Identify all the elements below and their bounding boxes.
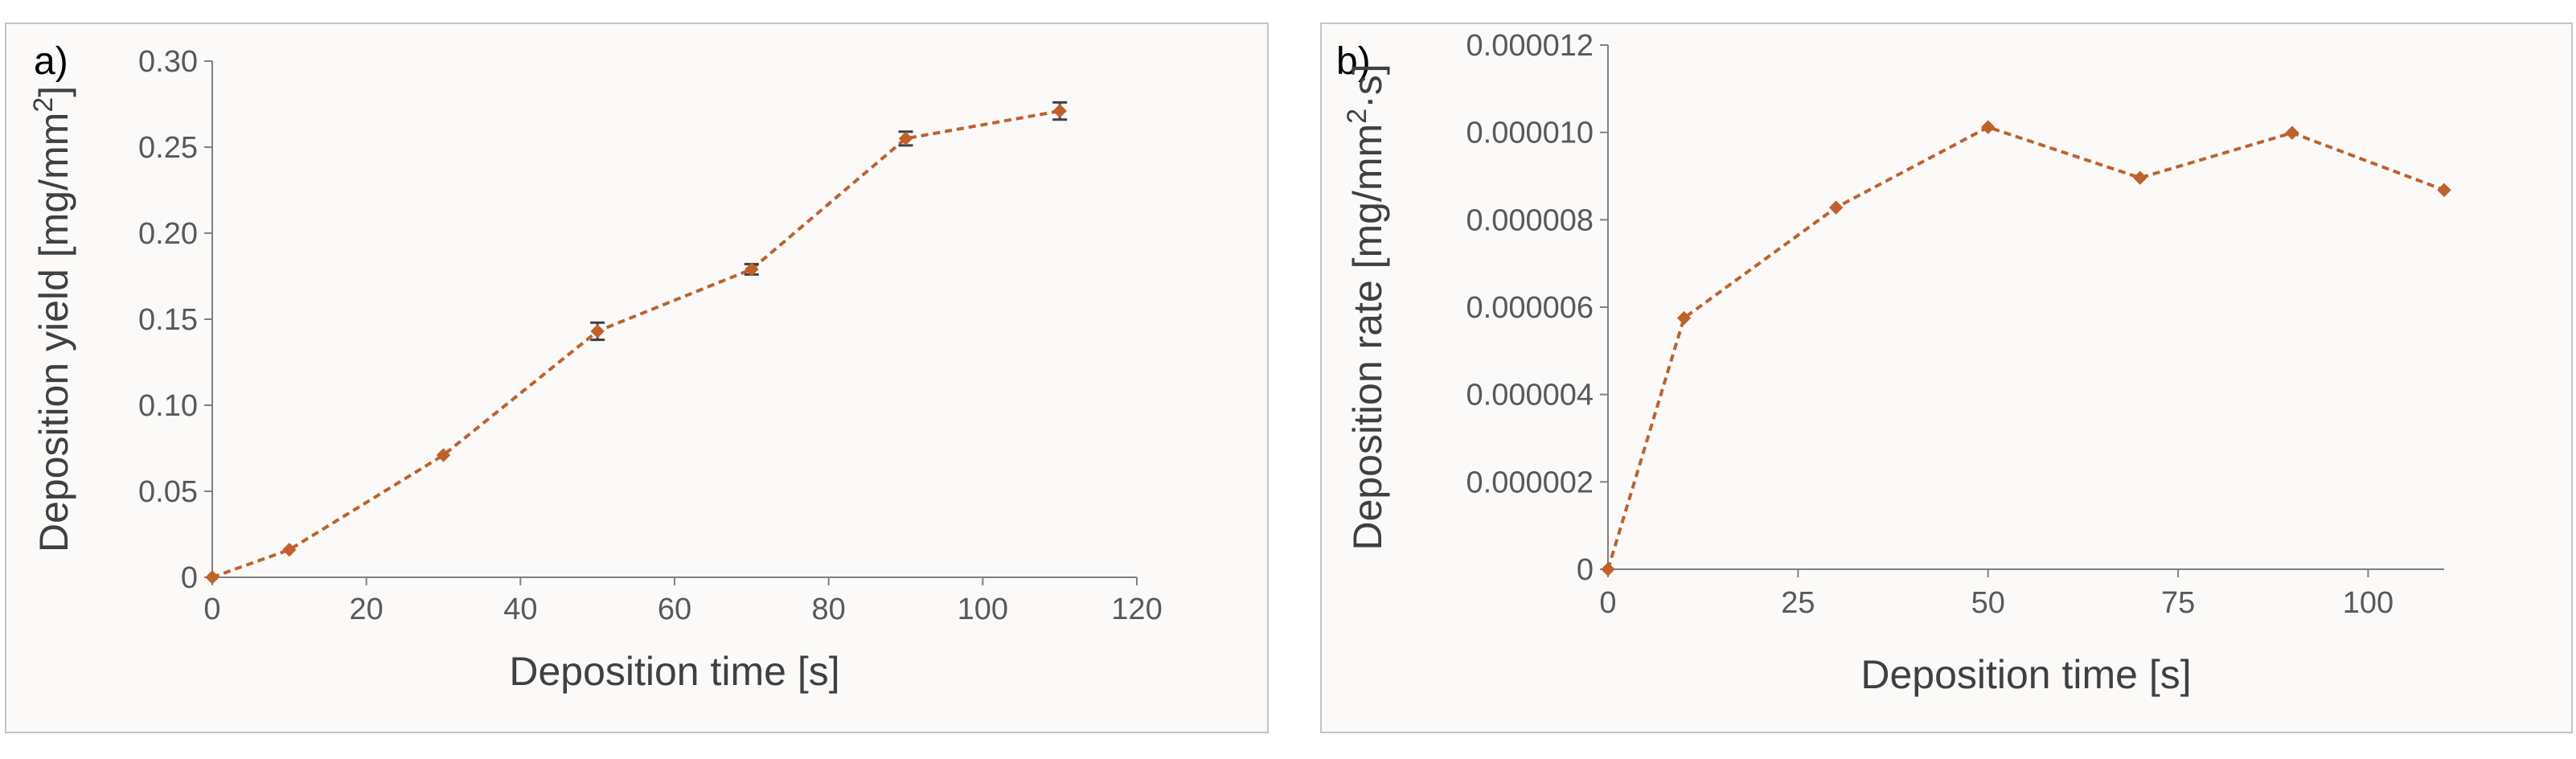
- y-axis-title: Deposition rate [mg/mm2·s]: [1342, 64, 1390, 550]
- y-tick-label: 0.000006: [1466, 291, 1594, 325]
- x-tick-label: 0: [203, 593, 220, 626]
- y-tick-label: 0.000008: [1466, 203, 1594, 237]
- data-point-marker: [590, 324, 605, 338]
- y-tick-label: 0: [181, 561, 198, 595]
- x-axis-title: Deposition time [s]: [1860, 652, 2191, 697]
- data-point-marker: [1676, 310, 1692, 326]
- y-tick-label: 0.05: [138, 475, 198, 509]
- x-tick-label: 0: [1599, 586, 1616, 620]
- data-point-marker: [1601, 562, 1615, 576]
- data-point-marker: [282, 543, 297, 557]
- x-axis-title: Deposition time [s]: [509, 649, 839, 694]
- x-tick-label: 120: [1111, 593, 1162, 626]
- x-tick-label: 40: [503, 593, 537, 626]
- y-tick-label: 0.15: [138, 303, 198, 337]
- x-tick-label: 75: [2161, 586, 2195, 620]
- data-point-marker: [2437, 183, 2451, 198]
- data-point-marker: [205, 570, 219, 585]
- data-point-marker: [1828, 200, 1844, 215]
- x-tick-label: 25: [1781, 586, 1815, 620]
- x-tick-label: 100: [958, 593, 1008, 626]
- x-tick-label: 80: [812, 593, 846, 626]
- data-point-marker: [744, 262, 759, 277]
- x-tick-label: 50: [1971, 586, 2005, 620]
- chart-panel-a: a) 0 0.05 0.10 0.15 0.20 0.25 0.30 0 20 40 60 80 100 1…: [5, 23, 1269, 733]
- y-tick-label: 0.000002: [1466, 466, 1594, 499]
- data-point-marker: [2285, 125, 2299, 140]
- y-tick-label: 0.10: [138, 389, 198, 423]
- series-line: [1606, 125, 2445, 570]
- data-point-marker: [1052, 104, 1067, 118]
- y-tick-label: 0.20: [138, 217, 198, 251]
- panel-label: a): [34, 40, 68, 83]
- data-point-marker: [2133, 170, 2147, 185]
- data-point-marker: [898, 131, 913, 146]
- x-tick-label: 20: [350, 593, 384, 626]
- y-tick-label: 0.000010: [1466, 117, 1594, 150]
- x-tick-label: 60: [658, 593, 691, 626]
- series-line: [211, 109, 1060, 579]
- chart-panel-b: b) 0 0.000002 0.000004 0.000006 0.000008 0.000…: [1320, 23, 2573, 733]
- y-tick-label: 0: [1577, 553, 1594, 587]
- y-tick-label: 0.000012: [1466, 29, 1594, 63]
- y-axis-title: Deposition yield [mg/mm2]: [28, 86, 76, 552]
- panel-label: b): [1336, 40, 1371, 83]
- data-point-marker: [436, 448, 451, 462]
- data-point-marker: [1981, 120, 1996, 134]
- x-tick-label: 100: [2343, 586, 2393, 620]
- y-tick-label: 0.30: [138, 45, 198, 79]
- y-tick-label: 0.000004: [1466, 379, 1594, 412]
- y-tick-label: 0.25: [138, 131, 198, 165]
- chart-a-svg: a) 0 0.05 0.10 0.15 0.20 0.25 0.30 0 20 40 60 80 100 1…: [28, 40, 1163, 694]
- chart-b-svg: b) 0 0.000002 0.000004 0.000006 0.000008 0.000…: [1336, 29, 2451, 697]
